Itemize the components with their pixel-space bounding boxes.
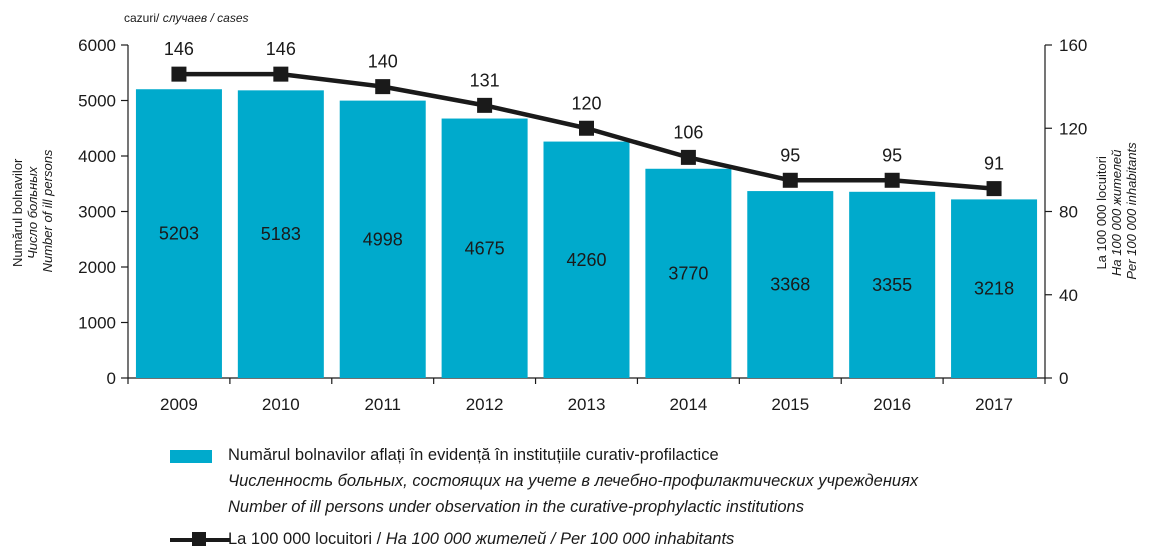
- y-left-tick-label: 4000: [78, 147, 116, 166]
- x-tick-label: 2016: [873, 395, 911, 414]
- y-axis-right-label: La 100 000 locuitori На 100 000 жителей …: [1094, 142, 1139, 280]
- x-tick-label: 2012: [466, 395, 504, 414]
- line-value-label: 140: [368, 52, 398, 72]
- bar-value-label: 3770: [668, 263, 708, 283]
- y-axis-left-label: Numărul bolnavilor Число больных Number …: [10, 149, 55, 272]
- bar-value-label: 5203: [159, 224, 199, 244]
- bar-value-label: 3368: [770, 275, 810, 295]
- line-value-label: 131: [470, 70, 500, 90]
- bar-value-label: 3355: [872, 275, 912, 295]
- line-point: [375, 79, 391, 95]
- y-left-tick-label: 3000: [78, 203, 116, 222]
- y-right-tick-label: 160: [1059, 36, 1087, 55]
- y-left-tick-label: 6000: [78, 36, 116, 55]
- line-value-label: 95: [780, 145, 800, 165]
- x-tick-label: 2014: [669, 395, 707, 414]
- ticks: 0 1000 2000 3000 4000 5000 6000 0 40 80 120 160 2009…: [78, 36, 1087, 414]
- bar-value-label: 4675: [465, 238, 505, 258]
- y-right-tick-label: 0: [1059, 369, 1068, 388]
- line-point: [579, 120, 594, 136]
- bar: [543, 141, 630, 378]
- units-label: cazuri/ случаев / cases: [124, 11, 249, 25]
- legend-bar-text-en: Number of ill persons under observation …: [228, 498, 804, 516]
- line-point: [782, 172, 798, 188]
- line-labels: 146 146 140 131 120 106 95 95 91: [164, 39, 1004, 173]
- bar-value-label: 4998: [363, 229, 403, 249]
- bar: [645, 168, 732, 378]
- chart-svg: 5203 5183 4998 4675 4260 3770 3368 3355 3218 146…: [10, 11, 1139, 414]
- y-right-tick-label: 40: [1059, 286, 1078, 305]
- y-right-tick-label: 120: [1059, 119, 1087, 138]
- line-point: [477, 97, 493, 113]
- y-left-tick-label: 5000: [78, 92, 116, 111]
- bars: [135, 89, 1038, 379]
- legend-bar-swatch: [170, 450, 212, 463]
- y-left-tick-label: 0: [107, 369, 116, 388]
- bar: [951, 199, 1038, 378]
- bar: [747, 191, 834, 378]
- bar: [135, 89, 222, 379]
- x-tick-label: 2010: [262, 395, 300, 414]
- bar-labels: 5203 5183 4998 4675 4260 3770 3368 3355 3218: [159, 224, 1014, 299]
- line-value-label: 95: [882, 145, 902, 165]
- bar: [339, 100, 426, 379]
- bar: [849, 191, 936, 378]
- bar: [441, 118, 528, 378]
- legend-bar-text-ru: Численность больных, состоящих на учете …: [228, 472, 919, 490]
- x-tick-label: 2017: [975, 395, 1013, 414]
- line-point: [273, 66, 289, 82]
- y-left-tick-label: 2000: [78, 258, 116, 277]
- x-tick-label: 2013: [568, 395, 606, 414]
- line-value-label: 120: [571, 93, 601, 113]
- legend-line-text: La 100 000 locuitori / На 100 000 жителе…: [228, 530, 735, 548]
- bar: [237, 90, 324, 378]
- legend-bar-text-ro: Numărul bolnavilor aflați în evidență în…: [228, 446, 719, 464]
- y-right-tick-label: 80: [1059, 203, 1078, 222]
- line-value-label: 106: [673, 122, 703, 142]
- x-tick-label: 2009: [160, 395, 198, 414]
- line-point: [884, 172, 900, 188]
- line-value-label: 146: [266, 39, 296, 59]
- bar-value-label: 3218: [974, 279, 1014, 299]
- x-tick-label: 2011: [364, 395, 401, 414]
- x-tick-label: 2015: [771, 395, 809, 414]
- line-value-label: 91: [984, 154, 1004, 174]
- legend-bar-entry: Numărul bolnavilor aflați în evidență în…: [170, 442, 1070, 520]
- y-left-tick-label: 1000: [78, 314, 116, 333]
- legend: Numărul bolnavilor aflați în evidență în…: [170, 442, 1070, 552]
- line-series: [171, 66, 1002, 197]
- legend-line-swatch: [170, 532, 230, 546]
- line-point: [171, 66, 187, 82]
- line-point: [986, 181, 1002, 197]
- bar-value-label: 4260: [566, 250, 606, 270]
- bar-value-label: 5183: [261, 224, 301, 244]
- line-point: [680, 149, 696, 165]
- legend-line-entry: La 100 000 locuitori / На 100 000 жителе…: [170, 526, 1070, 552]
- line-value-label: 146: [164, 39, 194, 59]
